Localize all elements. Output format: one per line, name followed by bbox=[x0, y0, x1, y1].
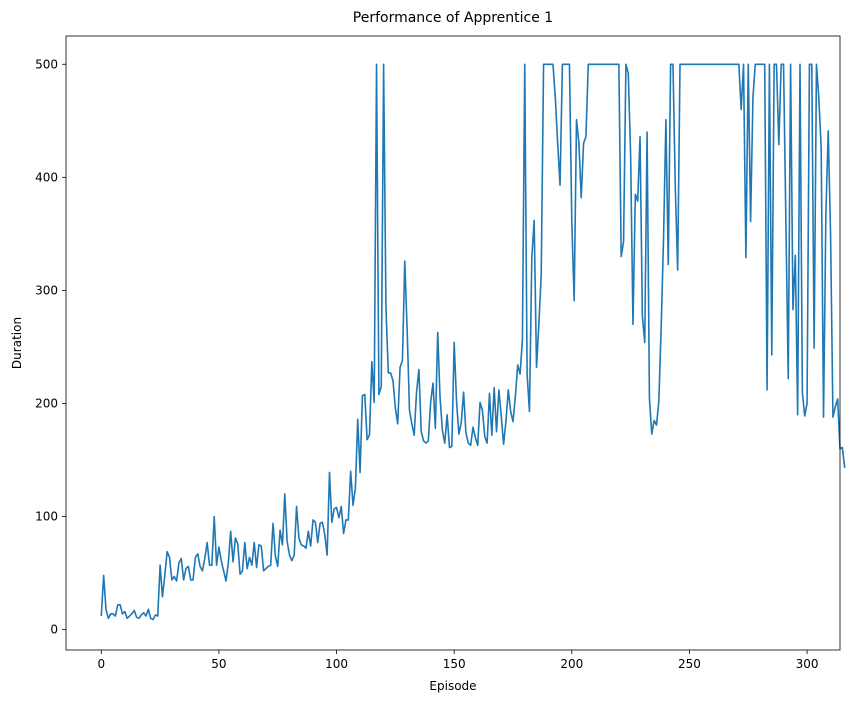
y-axis-label: Duration bbox=[10, 317, 24, 369]
chart-title: Performance of Apprentice 1 bbox=[353, 10, 553, 26]
y-tick-label: 200 bbox=[35, 396, 58, 410]
x-tick-label: 0 bbox=[97, 657, 105, 671]
x-tick-label: 50 bbox=[211, 657, 226, 671]
y-tick-label: 0 bbox=[50, 623, 58, 637]
x-axis-label: Episode bbox=[429, 679, 476, 693]
plot-area bbox=[100, 63, 846, 621]
y-tick-label: 500 bbox=[35, 57, 58, 71]
x-tick-label: 300 bbox=[796, 657, 819, 671]
series-line-0 bbox=[100, 63, 846, 621]
x-tick-label: 200 bbox=[560, 657, 583, 671]
x-tick-label: 150 bbox=[443, 657, 466, 671]
y-axis: 0 100 200 300 400 500 bbox=[35, 57, 66, 637]
y-tick-label: 100 bbox=[35, 510, 58, 524]
y-tick-label: 400 bbox=[35, 170, 58, 184]
x-axis: 0 50 100 150 200 250 300 bbox=[97, 650, 819, 671]
x-tick-label: 100 bbox=[325, 657, 348, 671]
axes-frame bbox=[65, 35, 841, 651]
y-tick-label: 300 bbox=[35, 283, 58, 297]
x-tick-label: 250 bbox=[678, 657, 701, 671]
